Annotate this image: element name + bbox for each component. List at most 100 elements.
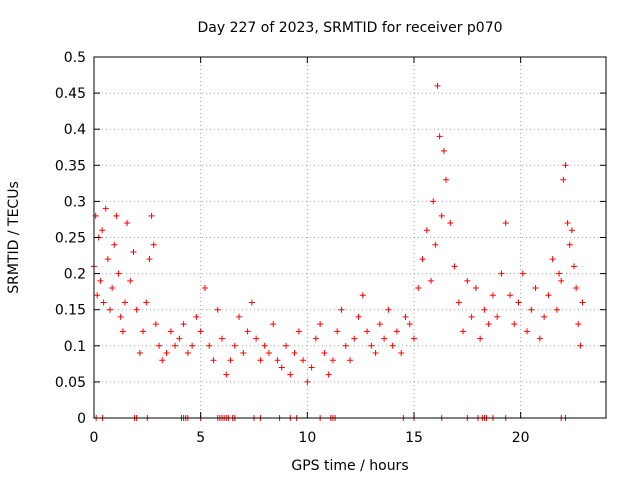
data-point bbox=[231, 342, 238, 349]
x-axis-label: GPS time / hours bbox=[291, 458, 408, 474]
data-point bbox=[244, 328, 251, 335]
data-point bbox=[528, 306, 535, 313]
data-point bbox=[274, 357, 281, 364]
data-point bbox=[455, 299, 462, 306]
chart-title: Day 227 of 2023, SRMTID for receiver p07… bbox=[197, 20, 502, 36]
data-point bbox=[389, 342, 396, 349]
data-point bbox=[355, 313, 362, 320]
data-point bbox=[304, 378, 311, 385]
data-point bbox=[312, 335, 319, 342]
data-point bbox=[566, 241, 573, 248]
data-point bbox=[150, 241, 157, 248]
data-point bbox=[172, 342, 179, 349]
data-point bbox=[545, 292, 552, 299]
y-tick-label: 0.4 bbox=[64, 122, 86, 138]
data-point bbox=[124, 220, 131, 227]
data-point bbox=[577, 342, 584, 349]
data-point bbox=[406, 321, 413, 328]
data-point bbox=[558, 277, 565, 284]
data-point bbox=[571, 263, 577, 270]
data-point bbox=[553, 306, 560, 313]
data-point bbox=[295, 328, 302, 335]
data-point bbox=[107, 306, 113, 313]
data-point bbox=[163, 350, 170, 357]
data-point bbox=[568, 227, 575, 234]
data-point bbox=[197, 328, 204, 335]
data-point bbox=[240, 350, 247, 357]
data-point bbox=[560, 176, 567, 183]
data-point bbox=[351, 335, 358, 342]
data-point bbox=[283, 342, 289, 349]
data-point bbox=[372, 350, 379, 357]
data-point bbox=[515, 299, 522, 306]
data-point bbox=[270, 321, 277, 328]
data-point bbox=[376, 321, 383, 328]
data-point bbox=[127, 277, 134, 284]
data-point bbox=[206, 342, 213, 349]
ticks-layer: 0 0.05 0.1 0.15 0.2 0.25 0.3 0.35 0.4 0.45 0.5 0 5 10… bbox=[55, 50, 606, 446]
data-point bbox=[97, 277, 104, 284]
data-point bbox=[419, 256, 426, 263]
data-point bbox=[430, 198, 437, 205]
data-point bbox=[494, 313, 501, 320]
data-point bbox=[184, 350, 191, 357]
data-point bbox=[257, 357, 264, 364]
data-point bbox=[579, 299, 586, 306]
data-point bbox=[564, 220, 571, 227]
data-point bbox=[210, 357, 217, 364]
data-point bbox=[562, 162, 569, 169]
data-point bbox=[156, 342, 163, 349]
data-point bbox=[489, 292, 496, 299]
data-point bbox=[193, 313, 200, 320]
data-point bbox=[133, 306, 140, 313]
y-tick-label: 0.25 bbox=[55, 231, 86, 247]
data-point bbox=[556, 270, 563, 277]
data-point bbox=[415, 285, 422, 292]
data-point bbox=[519, 270, 526, 277]
data-point bbox=[447, 220, 454, 227]
y-tick-label: 0.1 bbox=[64, 339, 86, 355]
data-point bbox=[402, 313, 409, 320]
data-point bbox=[411, 335, 417, 342]
data-point bbox=[287, 371, 294, 378]
data-point bbox=[460, 328, 467, 335]
y-tick-label: 0.5 bbox=[64, 50, 86, 66]
data-point bbox=[214, 306, 221, 313]
data-point bbox=[99, 227, 106, 234]
data-point bbox=[468, 313, 475, 320]
data-point bbox=[94, 292, 101, 299]
data-point bbox=[536, 335, 543, 342]
x-tick-label: 20 bbox=[512, 430, 530, 446]
data-point bbox=[278, 364, 285, 371]
data-point bbox=[434, 82, 441, 89]
data-point bbox=[364, 328, 371, 335]
grid-layer bbox=[94, 57, 606, 418]
data-point bbox=[236, 313, 243, 320]
data-point bbox=[223, 371, 230, 378]
data-point bbox=[541, 313, 548, 320]
data-point bbox=[549, 256, 556, 263]
data-point bbox=[100, 299, 107, 306]
data-point bbox=[152, 321, 159, 328]
points-layer bbox=[91, 82, 586, 421]
data-point bbox=[440, 147, 447, 154]
data-point bbox=[104, 256, 111, 263]
data-point bbox=[481, 306, 488, 313]
data-point bbox=[338, 306, 345, 313]
data-point bbox=[253, 335, 260, 342]
data-point bbox=[167, 328, 174, 335]
data-point bbox=[334, 328, 341, 335]
data-point bbox=[265, 350, 272, 357]
y-tick-label: 0 bbox=[77, 411, 86, 427]
data-point bbox=[438, 212, 445, 219]
data-point bbox=[300, 357, 307, 364]
data-point bbox=[507, 292, 513, 299]
x-tick-label: 0 bbox=[90, 430, 99, 446]
data-point bbox=[436, 133, 443, 140]
data-point bbox=[368, 342, 375, 349]
y-tick-label: 0.05 bbox=[55, 375, 86, 391]
data-point bbox=[432, 241, 439, 248]
data-point bbox=[109, 285, 116, 292]
data-point bbox=[143, 299, 150, 306]
